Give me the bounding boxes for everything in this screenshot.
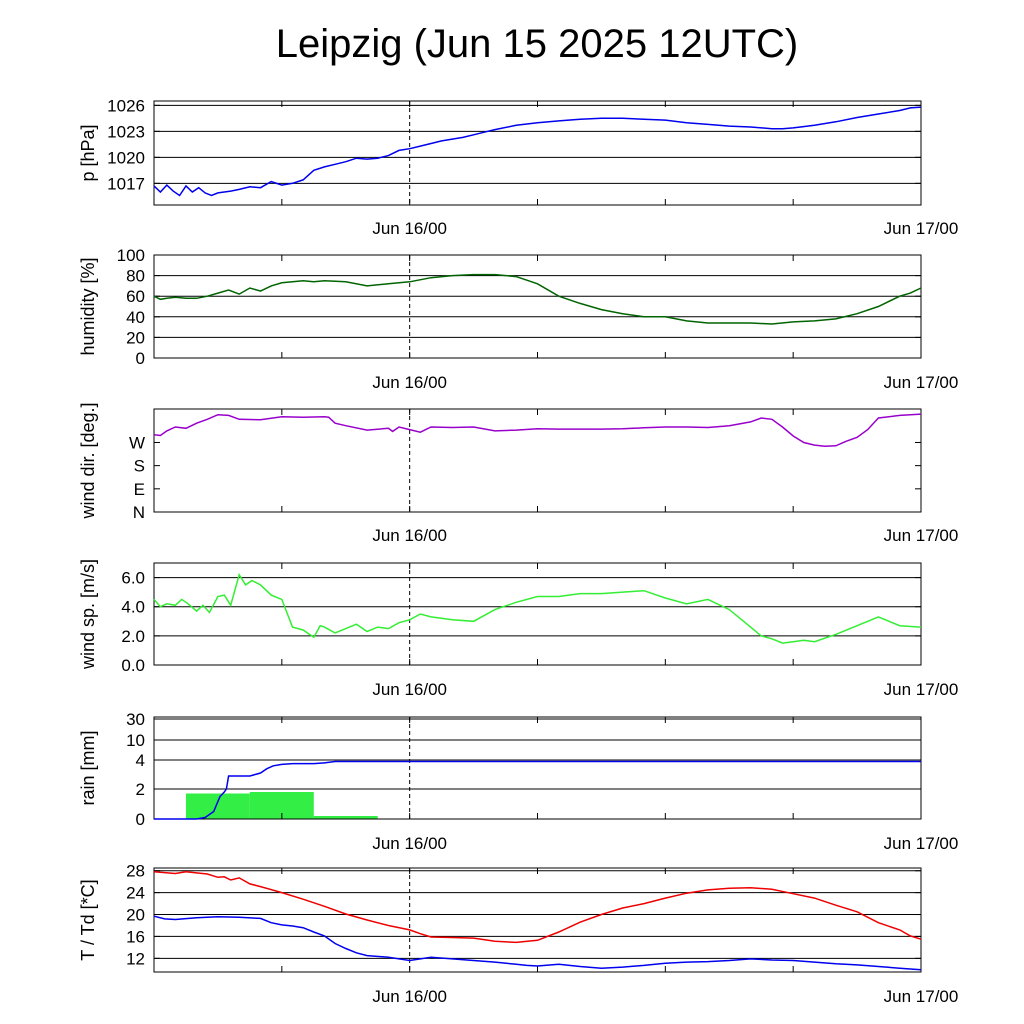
panel-1: 1017 1020 1023 1026 p [hPa] Jun 16/00 Jun 17/0…	[78, 96, 958, 238]
y-tick-label: N	[133, 503, 145, 522]
x-tick-label: Jun 16/00	[372, 373, 447, 392]
y-tick-label: 4.0	[121, 598, 145, 617]
x-tick-label: Jun 17/00	[884, 219, 959, 238]
y-tick-label: 12	[126, 949, 145, 968]
y-tick-label: E	[134, 480, 145, 499]
rain-bar	[313, 816, 378, 819]
y-tick-label: 1026	[107, 96, 145, 115]
plot-frame	[153, 100, 922, 206]
plot-frame	[153, 254, 922, 359]
plot-frame	[153, 408, 922, 513]
y-tick-label: W	[129, 433, 145, 452]
y-tick-label: 16	[126, 927, 145, 946]
x-tick-label: Jun 16/00	[372, 987, 447, 1006]
series-line-1	[154, 760, 921, 820]
x-tick-label: Jun 16/00	[372, 219, 447, 238]
y-tick-label: 1023	[107, 122, 145, 141]
x-tick-label: Jun 17/00	[884, 373, 959, 392]
plot-frame	[153, 562, 922, 666]
y-tick-label: 2	[136, 780, 145, 799]
y-tick-label: 100	[117, 246, 145, 265]
y-axis-label: wind dir. [deg.]	[78, 402, 98, 519]
chart-title: Leipzig (Jun 15 2025 12UTC)	[275, 22, 799, 66]
y-axis-label: p [hPa]	[78, 124, 98, 181]
y-axis-label: wind sp. [m/s]	[78, 559, 98, 670]
panel-6: 12 16 20 24 28 T / Td [*C] Jun 16/00 Jun 17/00	[78, 862, 958, 1006]
x-tick-label: Jun 16/00	[372, 834, 447, 853]
x-tick-label: Jun 17/00	[884, 526, 959, 545]
x-tick-label: Jun 17/00	[884, 834, 959, 853]
y-tick-label: 2.0	[121, 627, 145, 646]
y-tick-label: 24	[126, 884, 145, 903]
x-tick-label: Jun 17/00	[884, 680, 959, 699]
y-tick-label: 28	[126, 862, 145, 881]
series-line-1	[153, 413, 922, 448]
plot-frame	[153, 867, 922, 973]
y-tick-label: 40	[126, 308, 145, 327]
panel-4: 0.0 2.0 4.0 6.0 wind sp. [m/s] Jun 16/00 Jun 1…	[78, 559, 958, 699]
y-tick-label: 60	[126, 287, 145, 306]
y-tick-label: 10	[126, 731, 145, 750]
y-tick-label: 30	[126, 710, 145, 729]
rain-bar	[185, 793, 250, 819]
x-tick-label: Jun 17/00	[884, 987, 959, 1006]
y-tick-label: 6.0	[121, 569, 145, 588]
y-axis-label: T / Td [*C]	[78, 879, 98, 960]
panel-5: 0 2 410 30 rain [mm] Jun 16/00 Jun 17/00	[78, 710, 958, 853]
y-tick-label: 20	[126, 906, 145, 925]
y-tick-label: S	[134, 457, 145, 476]
y-tick-label: 1017	[107, 174, 145, 193]
y-tick-label: 80	[126, 267, 145, 286]
y-axis-label: rain [mm]	[78, 730, 98, 805]
series-line-1	[153, 572, 922, 644]
series-line-1	[153, 273, 922, 325]
series-line-2	[153, 915, 922, 971]
y-axis-label: humidity [%]	[78, 257, 98, 355]
y-tick-label: 4	[136, 751, 145, 770]
series-line-1	[153, 871, 922, 944]
y-tick-label: 20	[126, 328, 145, 347]
y-tick-label: 0.0	[121, 656, 145, 675]
series-line-1	[153, 106, 922, 197]
y-tick-label: 0	[136, 349, 145, 368]
y-tick-label: 0	[136, 810, 145, 829]
x-tick-label: Jun 16/00	[372, 680, 447, 699]
x-tick-label: Jun 16/00	[372, 526, 447, 545]
y-tick-label: 1020	[107, 148, 145, 167]
